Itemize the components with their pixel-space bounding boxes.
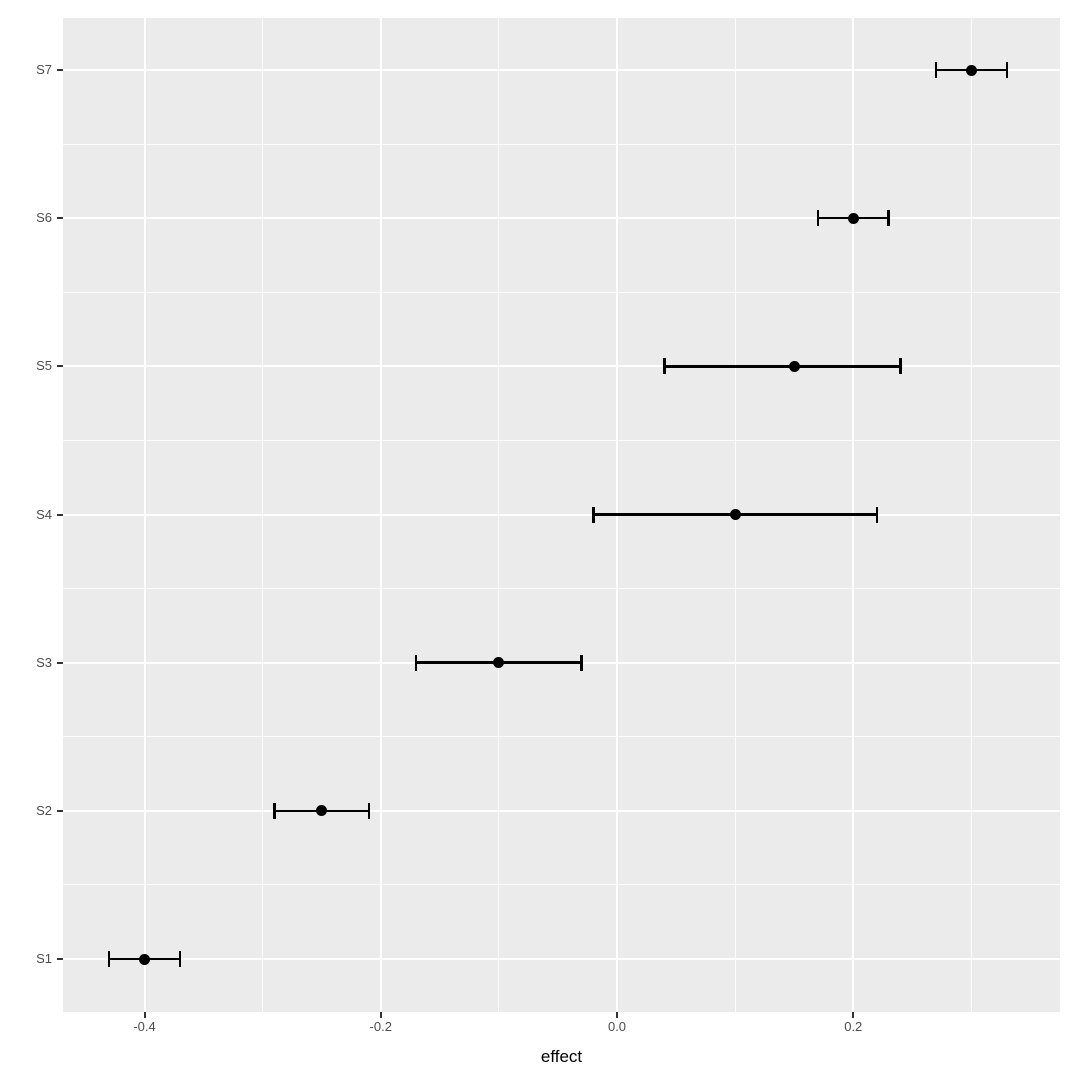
y-tick-mark xyxy=(57,809,63,812)
x-tick-mark xyxy=(852,1012,855,1018)
y-tick-mark xyxy=(57,513,63,516)
y-tick-mark xyxy=(57,661,63,664)
x-tick-mark xyxy=(616,1012,619,1018)
errorbar-cap-left-s2 xyxy=(273,802,276,819)
point-s7 xyxy=(965,64,977,76)
errorbar-cap-left-s7 xyxy=(934,62,938,78)
x-axis-tick-label: -0.4 xyxy=(133,1019,156,1034)
x-axis-tick-label: 0.0 xyxy=(607,1019,627,1034)
errorbar-line-s5 xyxy=(664,365,901,368)
errorbar-cap-right-s4 xyxy=(875,506,879,523)
point-s2 xyxy=(316,805,328,817)
errorbar-cap-left-s5 xyxy=(662,358,666,375)
x-tick-mark xyxy=(379,1012,382,1018)
point-s4 xyxy=(729,509,741,520)
gridline-y-minor xyxy=(63,143,1060,145)
gridline-y-major xyxy=(63,217,1060,220)
errorbar-cap-right-s5 xyxy=(899,358,902,375)
gridline-y-major xyxy=(63,365,1060,368)
gridline-y-minor xyxy=(63,439,1060,441)
point-s1 xyxy=(139,953,150,965)
point-s5 xyxy=(788,360,800,372)
x-axis-title: effect xyxy=(540,1047,583,1066)
x-tick-mark xyxy=(143,1012,146,1018)
errorbar-cap-right-s6 xyxy=(887,210,890,227)
errorbar-cap-right-s2 xyxy=(367,802,371,819)
errorbar-cap-right-s3 xyxy=(580,654,583,671)
errorbar-cap-left-s4 xyxy=(592,506,595,523)
x-axis-tick-label: 0.2 xyxy=(844,1019,863,1034)
y-axis-label-s3: S3 xyxy=(36,654,52,670)
y-axis-label-s2: S2 xyxy=(36,802,52,818)
y-tick-mark xyxy=(57,365,63,368)
y-tick-mark xyxy=(57,217,63,220)
y-axis-label-s7: S7 xyxy=(36,62,52,77)
gridline-y-major xyxy=(63,69,1060,71)
gridline-y-minor xyxy=(63,736,1060,738)
y-axis-label-s4: S4 xyxy=(36,506,52,522)
y-tick-mark xyxy=(57,958,63,960)
errorbar-cap-right-s1 xyxy=(178,951,182,967)
errorbar-cap-left-s3 xyxy=(414,654,418,671)
errorbar-cap-right-s7 xyxy=(1005,62,1009,78)
gridline-y-minor xyxy=(63,884,1060,886)
gridline-y-minor xyxy=(63,291,1060,293)
y-axis-label-s1: S1 xyxy=(36,951,52,966)
point-s6 xyxy=(847,212,859,224)
errorbar-cap-left-s1 xyxy=(107,951,111,967)
errorbar-cap-left-s6 xyxy=(816,210,820,227)
y-axis-label-s5: S5 xyxy=(36,358,52,374)
x-axis-tick-label: -0.2 xyxy=(369,1019,392,1034)
y-tick-mark xyxy=(57,69,63,71)
gridline-y-major xyxy=(63,513,1060,516)
y-axis-label-s6: S6 xyxy=(36,210,52,226)
gridline-y-major xyxy=(63,809,1060,812)
point-s3 xyxy=(493,657,505,669)
gridline-y-major xyxy=(63,958,1060,960)
plot-panel xyxy=(63,18,1060,1012)
gridline-y-minor xyxy=(63,588,1060,590)
